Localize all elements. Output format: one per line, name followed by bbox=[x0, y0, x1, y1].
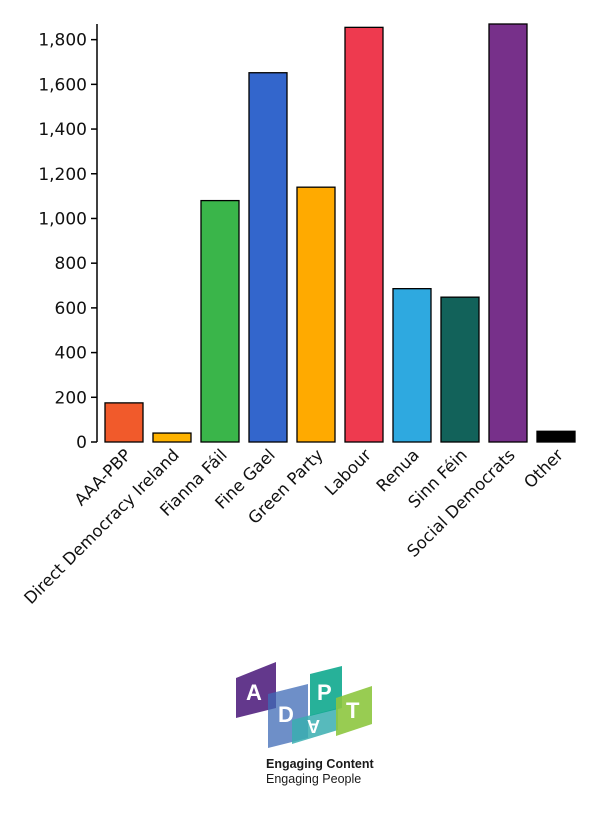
y-tick-label: 1,000 bbox=[38, 209, 87, 229]
y-tick-label: 1,400 bbox=[38, 120, 87, 140]
logo-letter-d: D bbox=[278, 702, 294, 727]
y-axis: 0 200 400 600 800 1,000 1,200 1,400 1,600 1,800 bbox=[38, 24, 98, 453]
y-tick-label: 800 bbox=[55, 254, 87, 274]
bar-fianna-f-il bbox=[200, 199, 240, 443]
y-tick-label: 200 bbox=[55, 388, 87, 408]
x-tick-label: Other bbox=[520, 445, 567, 492]
bar-labour bbox=[344, 26, 384, 443]
bar-aaa-pbp bbox=[104, 402, 144, 443]
bar-social-democrats bbox=[488, 23, 528, 443]
logo-letter-a2: A bbox=[307, 716, 320, 736]
bar-fine-gael bbox=[248, 72, 288, 443]
bar-chart: 0 200 400 600 800 1,000 1,200 1,400 1,600 1,800 A… bbox=[20, 23, 576, 608]
y-tick-label: 600 bbox=[55, 299, 87, 319]
bar-sinn-f-in bbox=[440, 296, 480, 443]
logo-letter-t: T bbox=[346, 698, 360, 723]
bar-green-party bbox=[296, 186, 336, 443]
bars bbox=[104, 23, 576, 443]
y-tick-label: 0 bbox=[76, 433, 87, 453]
y-tick-label: 1,600 bbox=[38, 75, 87, 95]
y-tick-label: 400 bbox=[55, 344, 87, 364]
y-tick-label: 1,200 bbox=[38, 165, 87, 185]
bar-renua bbox=[392, 288, 432, 443]
logo-letter-a1: A bbox=[246, 680, 262, 705]
bar-other bbox=[536, 430, 576, 443]
tagline-engaging-people: Engaging People bbox=[266, 772, 362, 786]
tagline-engaging-content: Engaging Content bbox=[266, 757, 374, 771]
y-tick-label: 1,800 bbox=[38, 31, 87, 51]
bar-direct-democracy-ireland bbox=[152, 432, 192, 443]
logo-letter-p: P bbox=[317, 680, 332, 705]
adapt-logo: A D P A T bbox=[236, 662, 372, 748]
x-tick-label: Labour bbox=[321, 445, 375, 499]
